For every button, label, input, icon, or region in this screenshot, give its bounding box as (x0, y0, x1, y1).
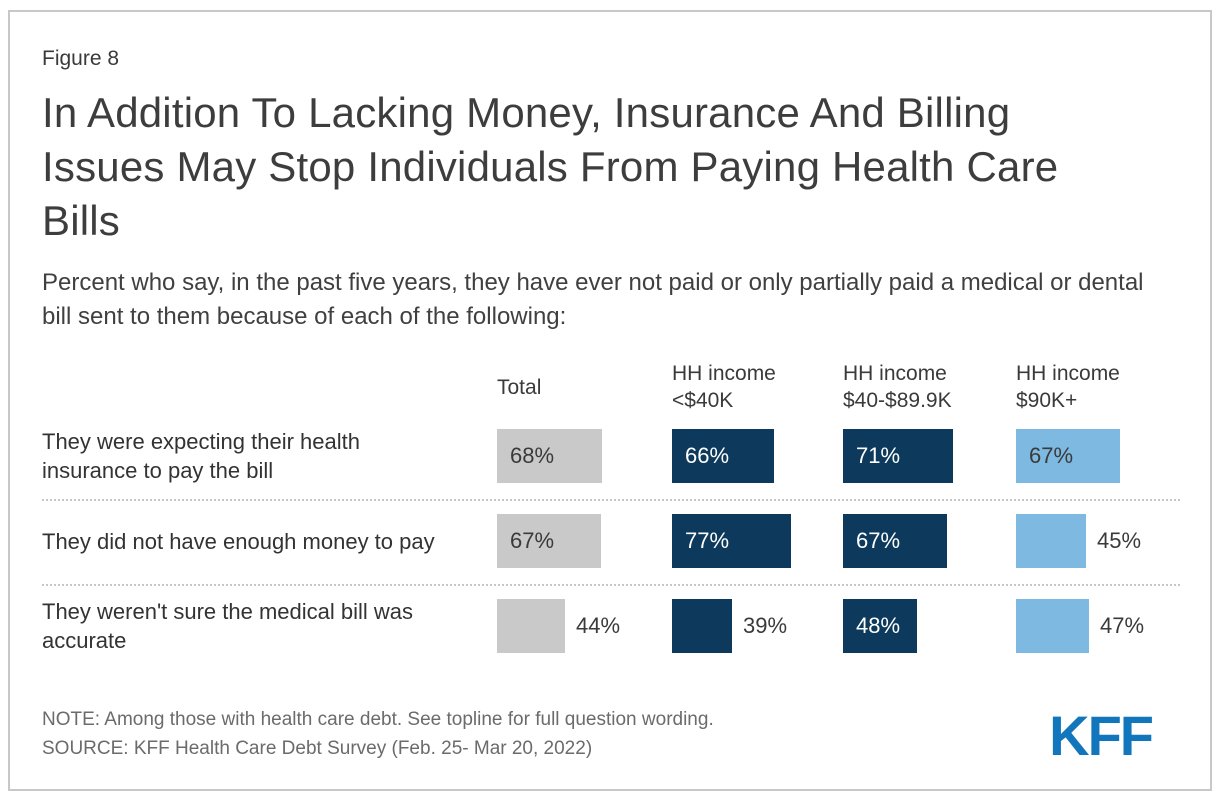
row-label: They were expecting their health insuran… (42, 429, 360, 483)
column-header-line: <$40K (672, 389, 734, 412)
bar-value-label: 66% (685, 443, 730, 468)
bar-value-label: 45% (1097, 528, 1142, 553)
footer-notes: NOTE: Among those with health care debt.… (42, 705, 714, 763)
figure-card: Figure 8 In Addition To Lacking Money, I… (8, 10, 1212, 791)
bar-cell-hh-income-40-89-9k: 67% (843, 511, 1016, 571)
chart-row: They were expecting their health insuran… (42, 426, 1180, 486)
bar: 67% (843, 514, 947, 568)
bar: 67% (497, 514, 601, 568)
chart-row: They weren't sure the medical bill was a… (42, 596, 1180, 656)
column-header-row: Total HH income <$40K HH income $40-$89.9K HH… (42, 360, 1180, 414)
column-header-line: HH income (1016, 362, 1120, 385)
source-text: SOURCE: KFF Health Care Debt Survey (Feb… (42, 738, 593, 759)
bar-cell-hh-income-40-89-9k: 48% (843, 596, 1016, 656)
bar-value-label: 48% (856, 613, 901, 638)
figure-title: In Addition To Lacking Money, Insurance … (42, 89, 1059, 244)
bar-value-label: 39% (743, 613, 788, 638)
column-header-line: Total (497, 376, 542, 399)
bar-cell-hh-income-90k: 67% (1016, 426, 1179, 486)
figure-subtitle: Percent who say, in the past five years,… (42, 269, 1144, 330)
bar-cell-total: 44% (497, 596, 672, 656)
bar-value-label: 67% (856, 528, 901, 553)
bar-value-label: 67% (1029, 443, 1074, 468)
bar: 68% (497, 429, 602, 483)
bar-cell-hh-income-40k: 39% (672, 596, 843, 656)
bar-cell-hh-income-40k: 77% (672, 511, 843, 571)
bar: 77% (672, 514, 791, 568)
note-text: NOTE: Among those with health care debt.… (42, 709, 714, 730)
bar: 66% (672, 429, 774, 483)
footer: NOTE: Among those with health care debt.… (42, 704, 1180, 768)
column-header-hh-income-40k: HH income <$40K (672, 360, 843, 414)
bar-cell-hh-income-90k: 47% (1016, 596, 1179, 656)
bar-value-label: 67% (510, 528, 555, 553)
column-header-hh-income-90k: HH income $90K+ (1016, 360, 1179, 414)
bar (497, 599, 565, 653)
bar-value-label: 68% (510, 443, 555, 468)
bar-cell-hh-income-40-89-9k: 71% (843, 426, 1016, 486)
chart-rows: They were expecting their health insuran… (42, 426, 1180, 656)
column-header-line: $90K+ (1016, 389, 1078, 412)
grouped-bar-chart: Total HH income <$40K HH income $40-$89.9K HH… (42, 334, 1180, 656)
bar: 67% (1016, 429, 1120, 483)
column-header-line: $40-$89.9K (843, 389, 952, 412)
bar-value-label: 47% (1100, 613, 1145, 638)
row-label: They did not have enough money to pay (42, 528, 435, 554)
figure-label: Figure 8 (42, 47, 120, 70)
kff-logo: KFF (1049, 704, 1154, 768)
bar-value-label: 71% (856, 443, 901, 468)
row-label: They weren't sure the medical bill was a… (42, 599, 414, 653)
chart-row: They did not have enough money to pay 67%… (42, 511, 1180, 571)
bar-cell-hh-income-40k: 66% (672, 426, 843, 486)
column-header-line: HH income (672, 362, 776, 385)
bar (672, 599, 732, 653)
column-header-hh-income-40-89-9k: HH income $40-$89.9K (843, 360, 1016, 414)
column-header-total: Total (497, 374, 672, 414)
bar: 48% (843, 599, 917, 653)
bar-value-label: 44% (576, 613, 621, 638)
bar (1016, 514, 1086, 568)
bar (1016, 599, 1089, 653)
bar-cell-total: 67% (497, 511, 672, 571)
column-header-line: HH income (843, 362, 947, 385)
row-separator (42, 584, 1180, 586)
bar: 71% (843, 429, 953, 483)
bar-cell-hh-income-90k: 45% (1016, 511, 1179, 571)
bar-value-label: 77% (685, 528, 730, 553)
row-separator (42, 499, 1180, 501)
bar-cell-total: 68% (497, 426, 672, 486)
